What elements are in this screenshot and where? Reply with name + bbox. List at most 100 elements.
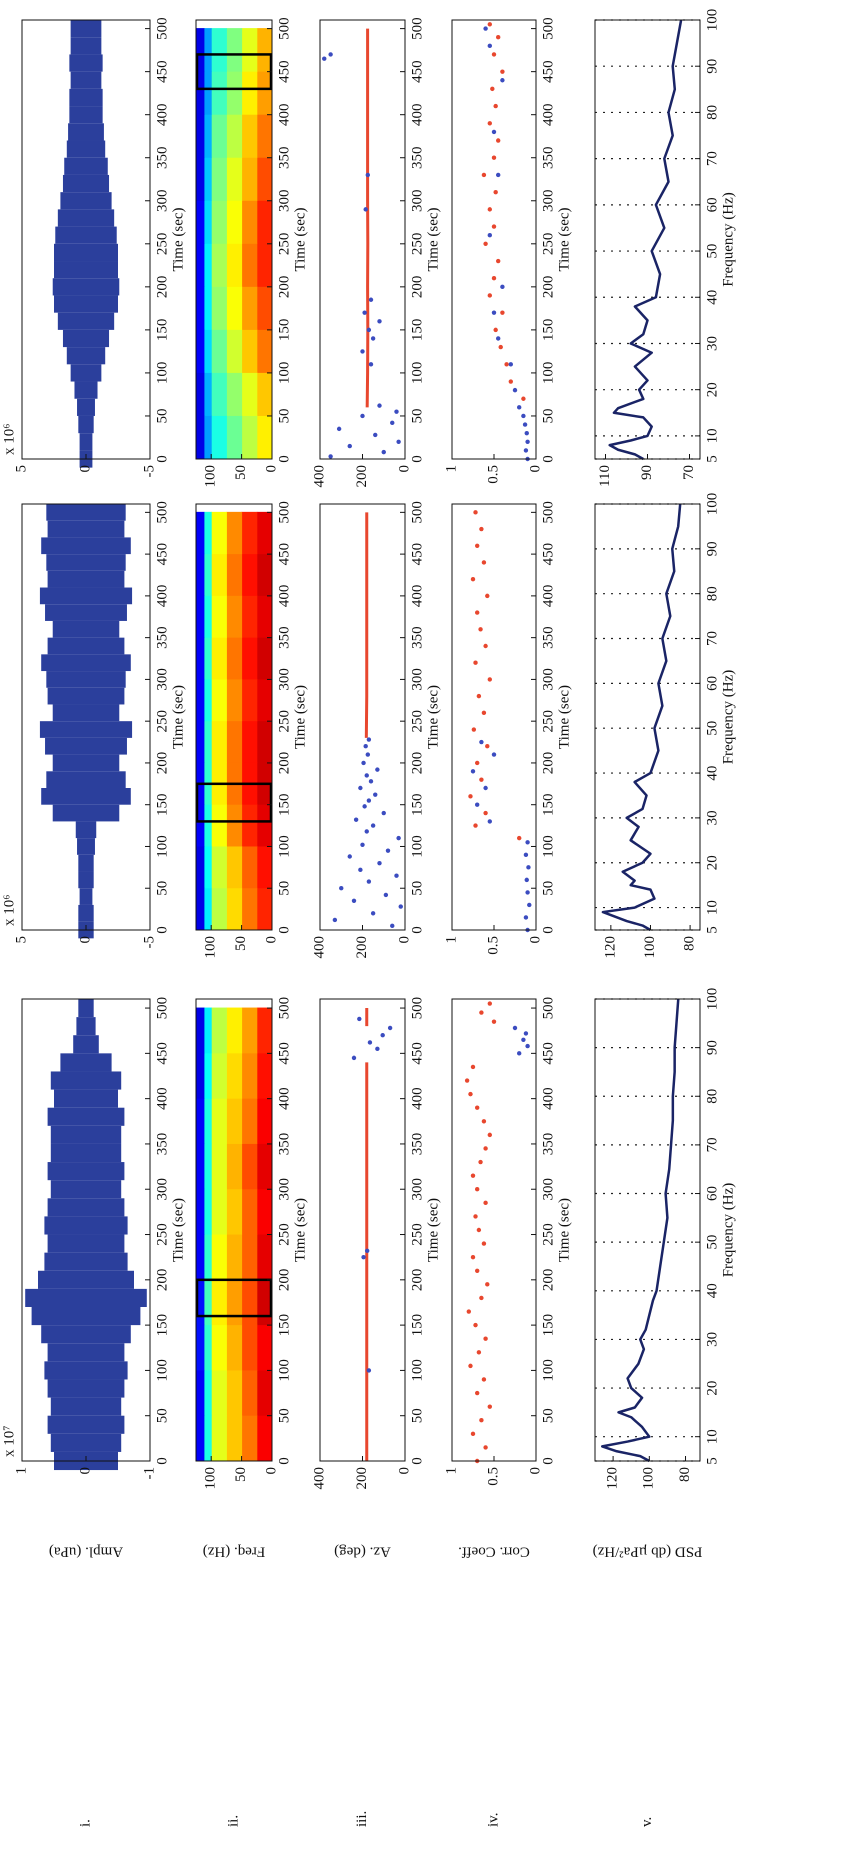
x-tick-label: 200: [154, 276, 170, 299]
y-tick-label: 5: [13, 936, 29, 944]
waveform-envelope: [46, 504, 126, 521]
scatter-point: [491, 310, 497, 315]
y-tick-label: -1: [141, 1467, 157, 1480]
heatmap-cell: [241, 71, 258, 115]
heatmap-cell: [211, 511, 227, 555]
heatmap-cell: [203, 804, 212, 847]
scatter-point: [358, 785, 363, 791]
waveform-envelope: [52, 620, 120, 638]
y-tick-label: 120: [602, 936, 618, 959]
heatmap-cell: [211, 720, 227, 763]
scatter-point: [487, 677, 492, 682]
axes-box: [451, 503, 537, 931]
scatter-point: [483, 1336, 488, 1341]
x-tick-label: 300: [540, 668, 556, 691]
heatmap-cell: [241, 1052, 258, 1099]
x-tick-label: 150: [540, 1314, 556, 1337]
x-tick-label: 50: [154, 408, 170, 423]
scatter-point: [377, 319, 382, 324]
x-tick-label: 50: [154, 881, 170, 896]
x-tick-label: 60: [704, 197, 720, 212]
y-tick-label: 0.5: [485, 1467, 501, 1486]
scatter-point: [368, 362, 374, 367]
scatter-point: [517, 1051, 522, 1056]
x-axis-label: Time (sec): [425, 207, 441, 271]
x-tick-label: 250: [276, 710, 292, 733]
multiplier: x 10⁷: [1, 1426, 17, 1457]
heatmap-cell: [241, 553, 258, 596]
heatmap-cell: [241, 845, 258, 889]
panel-label: i.: [77, 1819, 93, 1827]
x-tick-label: 30: [704, 810, 720, 825]
scatter-point: [476, 1227, 482, 1233]
scatter-point: [481, 1119, 487, 1124]
heatmap-cell: [241, 114, 258, 158]
waveform-envelope: [47, 637, 125, 655]
heatmap-cell: [211, 845, 227, 889]
heatmap-cell: [211, 1234, 227, 1280]
scatter-point: [483, 1445, 488, 1450]
x-tick-label: 450: [540, 1042, 556, 1065]
heatmap-cell: [226, 200, 243, 244]
scatter-point: [370, 823, 376, 828]
heatmap-cell: [226, 1234, 243, 1280]
heatmap-cell: [226, 1098, 243, 1144]
scatter-point: [487, 293, 492, 298]
axes-box: [451, 19, 537, 460]
x-tick-label: 450: [154, 543, 170, 566]
scatter-point: [478, 627, 483, 632]
waveform-envelope: [78, 871, 94, 889]
x-tick-label: 300: [540, 1178, 556, 1201]
heatmap-cell: [211, 1369, 227, 1416]
x-tick-label: 50: [704, 721, 720, 736]
scatter-point: [491, 224, 497, 229]
heatmap-cell: [196, 1324, 205, 1371]
scatter-point: [493, 189, 498, 195]
waveform-envelope: [70, 364, 102, 382]
waveform-envelope: [66, 347, 106, 365]
scatter-point: [360, 413, 365, 419]
x-tick-label: 20: [704, 382, 720, 397]
heatmap-cell: [196, 415, 205, 459]
x-tick-label: 500: [540, 17, 556, 40]
scatter-point: [473, 510, 478, 515]
x-tick-label: 400: [540, 103, 556, 126]
x-tick-label: 50: [276, 1408, 292, 1423]
x-tick-label: 80: [704, 105, 720, 120]
waveform-envelope: [47, 1343, 125, 1362]
waveform-envelope: [50, 1397, 122, 1416]
scatter-point: [521, 1037, 526, 1042]
heatmap-cell: [196, 114, 205, 158]
heatmap-cell: [241, 511, 258, 555]
scatter-point: [380, 1033, 385, 1038]
heatmap-cell: [241, 1415, 258, 1461]
x-tick-label: 70: [704, 1137, 720, 1152]
x-tick-label: 300: [276, 190, 292, 213]
scatter-point: [500, 78, 505, 83]
x-tick-label: 500: [540, 997, 556, 1020]
heatmap-cell: [256, 28, 273, 72]
scatter-point: [476, 1350, 482, 1355]
x-axis-label: Time (sec): [292, 685, 308, 749]
waveform-envelope: [70, 71, 102, 89]
waveform-envelope: [75, 821, 97, 839]
y-tick-label: 400: [311, 1467, 327, 1490]
x-tick-label: 0: [409, 455, 425, 463]
heatmap-cell: [203, 553, 212, 596]
waveform-envelope: [25, 1288, 147, 1307]
heatmap-cell: [196, 595, 205, 638]
heatmap-cell: [256, 1234, 273, 1280]
waveform-envelope: [47, 570, 125, 588]
heatmap-cell: [203, 415, 212, 459]
scatter-point: [373, 792, 378, 797]
scatter-point: [496, 172, 501, 178]
scatter-point: [475, 543, 480, 548]
x-tick-label: 50: [540, 881, 556, 896]
x-tick-label: 500: [276, 17, 292, 40]
heatmap-cell: [241, 678, 258, 722]
psd-line: [608, 19, 683, 461]
x-tick-label: 100: [276, 835, 292, 858]
heatmap-cell: [211, 28, 227, 72]
scatter-point: [383, 892, 389, 898]
scatter-point: [475, 610, 480, 615]
